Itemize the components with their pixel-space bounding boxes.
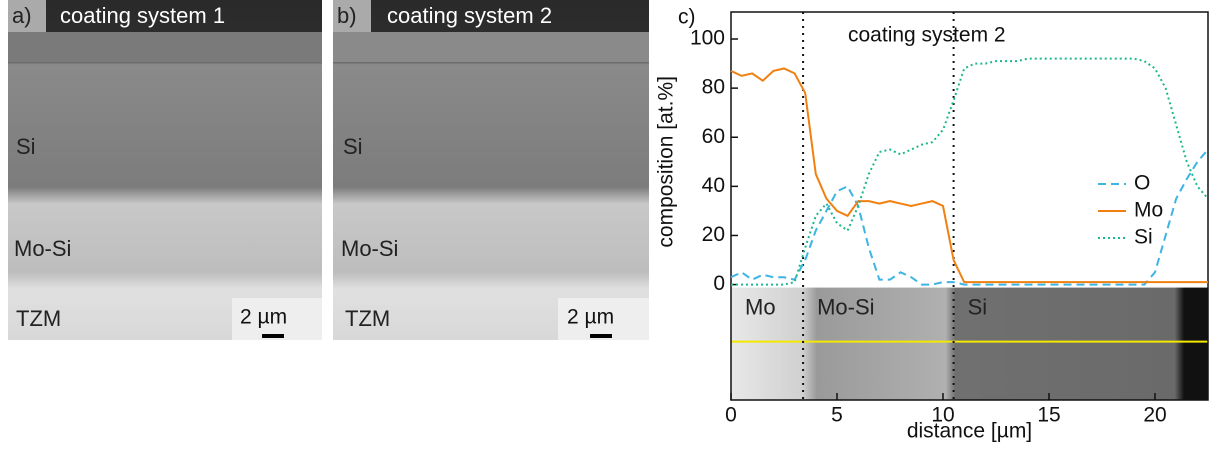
- y-tick-label: 0: [713, 272, 725, 295]
- top-layer: [333, 32, 649, 62]
- region-label: Mo: [745, 294, 776, 319]
- figure: a) coating system 1 Si Mo-Si TZM 2 µm b)…: [0, 0, 1211, 444]
- layer-label: Mo-Si: [341, 236, 398, 261]
- scale-bar: [262, 334, 284, 338]
- layer-label: Mo-Si: [14, 236, 71, 261]
- panel-title: coating system 2: [387, 3, 552, 28]
- legend-label: Si: [1134, 226, 1153, 249]
- layer-label: TZM: [16, 306, 61, 331]
- y-tick-label: 60: [702, 125, 725, 148]
- scale-text: 2 µm: [567, 306, 614, 329]
- legend-label: O: [1134, 172, 1150, 195]
- y-tick-label: 20: [702, 223, 725, 246]
- layer-label: TZM: [345, 306, 390, 331]
- panel-a: a) coating system 1 Si Mo-Si TZM 2 µm: [8, 0, 322, 340]
- panel-label: c): [678, 6, 696, 29]
- layer-label: Si: [16, 134, 36, 159]
- region-label: Mo-Si: [817, 294, 874, 319]
- panel-label: a): [12, 3, 32, 28]
- chart-title: coating system 2: [848, 24, 1006, 47]
- x-tick-label: 5: [831, 404, 843, 427]
- panel-b: b) coating system 2 Si Mo-Si TZM 2 µm: [333, 0, 649, 340]
- x-tick-label: 20: [1143, 404, 1166, 427]
- x-axis-title: distance [µm]: [907, 420, 1032, 443]
- scale-text: 2 µm: [240, 306, 287, 329]
- x-tick-label: 0: [725, 404, 737, 427]
- scale-bar: [590, 334, 612, 338]
- legend-label: Mo: [1134, 199, 1163, 222]
- top-layer: [8, 32, 322, 62]
- layer-label: Si: [343, 134, 363, 159]
- y-axis-title: composition [at.%]: [655, 76, 678, 248]
- y-tick-label: 80: [702, 76, 725, 99]
- y-tick-label: 100: [690, 27, 725, 50]
- y-tick-label: 40: [702, 174, 725, 197]
- region-label: Si: [968, 294, 988, 319]
- panel-label: b): [337, 3, 357, 28]
- x-tick-label: 15: [1037, 404, 1060, 427]
- panel-title: coating system 1: [60, 3, 225, 28]
